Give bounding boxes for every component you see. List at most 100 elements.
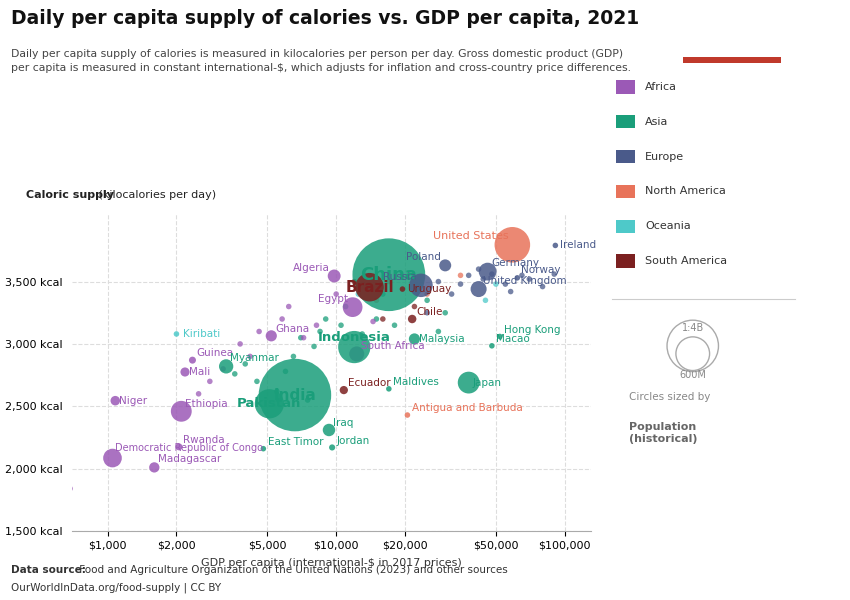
Point (337, 385, 350, 395)
Point (326, 443, 339, 452)
Point (348, 277, 361, 286)
Text: Myanmar: Myanmar (230, 353, 279, 363)
Point (376, 314, 389, 324)
Text: in Data: in Data (710, 43, 755, 53)
Point (339, 302, 353, 311)
Text: Guinea: Guinea (196, 348, 234, 358)
Point (485, 341, 499, 350)
Text: Algeria: Algeria (293, 263, 330, 272)
Point (346, 302, 360, 312)
Point (109, 396, 122, 406)
Text: United States: United States (433, 232, 508, 241)
Text: Pakistan: Pakistan (237, 397, 302, 410)
Point (370, 295, 383, 305)
Point (192, 389, 206, 398)
Point (322, 425, 336, 435)
Point (462, 378, 475, 388)
FancyBboxPatch shape (683, 57, 781, 63)
Point (408, 302, 422, 311)
Point (439, 260, 452, 270)
Point (388, 320, 401, 330)
Text: (kilocalories per day): (kilocalories per day) (94, 190, 216, 200)
Point (477, 274, 490, 284)
Point (493, 332, 507, 341)
Text: Rwanda: Rwanda (183, 435, 224, 445)
Text: Jordan: Jordan (337, 436, 370, 446)
Point (203, 377, 217, 386)
Text: Macao: Macao (496, 334, 530, 344)
Point (382, 270, 395, 280)
Text: Malaysia: Malaysia (418, 334, 464, 344)
Point (432, 326, 445, 336)
Text: Poland: Poland (406, 252, 441, 262)
Text: Data source:: Data source: (11, 565, 86, 575)
Text: Circles sized by: Circles sized by (629, 392, 711, 402)
Text: OurWorldInData.org/food-supply | CC BY: OurWorldInData.org/food-supply | CC BY (11, 582, 221, 593)
Text: Europe: Europe (645, 152, 684, 161)
Point (350, 349, 364, 359)
Point (536, 282, 549, 292)
Point (548, 241, 562, 250)
Point (288, 390, 302, 400)
Point (414, 281, 428, 290)
Point (472, 265, 485, 274)
Point (327, 271, 341, 281)
Point (275, 314, 289, 324)
Text: Burundi: Burundi (0, 599, 1, 600)
Point (400, 410, 414, 420)
Point (462, 271, 475, 280)
Text: Ireland: Ireland (559, 241, 596, 250)
Point (239, 359, 252, 368)
Text: South Africa: South Africa (361, 341, 424, 350)
Point (420, 308, 434, 317)
Point (286, 352, 300, 361)
Point (420, 295, 434, 305)
Point (515, 271, 529, 280)
Point (178, 367, 192, 377)
Point (366, 317, 380, 326)
Point (432, 277, 445, 286)
Point (363, 283, 377, 292)
Point (489, 279, 502, 289)
Point (479, 295, 492, 305)
Text: Chile: Chile (416, 307, 443, 317)
Text: Ecuador: Ecuador (348, 378, 391, 388)
Text: Hong Kong: Hong Kong (504, 325, 560, 335)
Point (523, 274, 536, 284)
Point (279, 367, 292, 376)
Point (319, 314, 332, 324)
Point (174, 406, 188, 416)
Text: Oceania: Oceania (645, 221, 691, 231)
Point (348, 342, 361, 352)
Text: Antigua and Barbuda: Antigua and Barbuda (411, 403, 523, 413)
Point (506, 240, 519, 250)
Point (686, 341, 700, 350)
Point (352, 289, 366, 299)
Text: United Kingdom: United Kingdom (483, 276, 566, 286)
Point (243, 352, 257, 361)
Point (170, 329, 184, 339)
Text: Asia: Asia (645, 117, 668, 127)
Point (481, 267, 495, 277)
Text: Indonesia: Indonesia (318, 331, 391, 344)
Text: North America: North America (645, 187, 726, 196)
Point (405, 314, 419, 324)
Text: Caloric supply: Caloric supply (26, 190, 114, 200)
Text: Food and Agriculture Organization of the United Nations (2023) and other sources: Food and Agriculture Organization of the… (76, 565, 508, 575)
Text: Daily per capita supply of calories vs. GDP per capita, 2021: Daily per capita supply of calories vs. … (11, 9, 639, 28)
Text: Uruguay: Uruguay (406, 284, 451, 294)
Point (499, 279, 513, 289)
Text: Germany: Germany (492, 258, 540, 268)
Point (297, 333, 310, 343)
Point (330, 289, 343, 299)
Point (282, 302, 296, 311)
Point (355, 329, 369, 339)
Text: Democratic Republic of Congo: Democratic Republic of Congo (116, 443, 264, 454)
Text: South America: South America (645, 256, 728, 266)
Text: Brazil: Brazil (345, 280, 394, 295)
Text: Mali: Mali (190, 367, 211, 377)
Point (219, 362, 233, 371)
Point (686, 349, 700, 359)
Text: Kiribati: Kiribati (184, 329, 221, 339)
X-axis label: GDP per capita (international-$ in 2017 prices): GDP per capita (international-$ in 2017 … (201, 557, 462, 568)
